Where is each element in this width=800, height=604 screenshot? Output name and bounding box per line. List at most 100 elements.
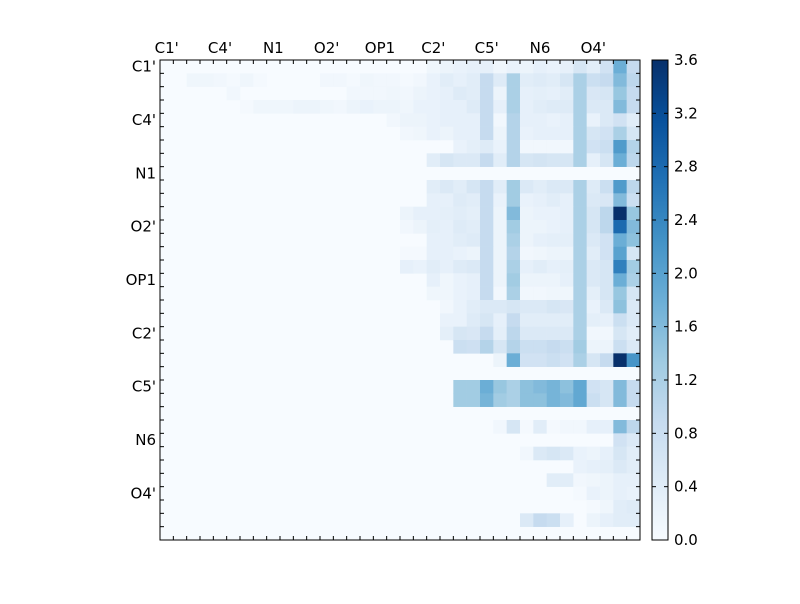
heatmap-cell [480,193,494,207]
heatmap-cell [586,100,601,114]
heatmap-cell [466,326,481,341]
heatmap-cell [533,273,547,287]
heatmap-cell [520,206,534,221]
heatmap-cell [440,313,454,327]
heatmap-cell [600,260,614,274]
heatmap-cell [320,100,334,114]
heatmap-cell [613,486,627,501]
heatmap-cell [360,73,374,87]
heatmap-cell [506,273,521,287]
heatmap-cell [413,113,427,127]
heatmap-cell [546,313,561,327]
heatmap-axis-ticks [160,60,640,540]
heatmap-cell [560,246,574,261]
heatmap-cell [626,486,641,501]
heatmap-cell [533,193,547,207]
heatmap-cell [480,380,494,394]
heatmap-cell [560,153,574,167]
heatmap-cell [453,60,467,74]
heatmap-cell [586,513,601,527]
heatmap-cell [426,100,441,114]
heatmap-cell [626,246,641,261]
heatmap-cell [626,353,641,367]
heatmap-cell [626,433,641,447]
heatmap-cell [506,353,521,367]
heatmap-cell [466,60,481,74]
heatmap-cell [613,273,627,287]
heatmap-cell [506,300,521,314]
heatmap-cell [453,86,467,101]
heatmap-cell [586,233,601,247]
heatmap-cell [586,206,601,221]
heatmap-cell [573,273,587,287]
heatmap-cell [440,86,454,101]
heatmap-cell [520,180,534,194]
heatmap-cell [493,246,507,261]
heatmap-cell [373,73,387,87]
heatmap-cell [560,73,574,87]
heatmap-cell [546,326,561,341]
heatmap-cell [466,246,481,261]
colorbar: 0.0 0.4 0.8 1.2 1.6 2.0 2.4 2.8 3.2 3.6 [651,51,698,549]
heatmap-cell [560,313,574,327]
heatmap-cell [440,206,454,221]
heatmap-cell [573,486,587,501]
heatmap-cell [426,60,441,74]
heatmap-cell [520,340,534,354]
heatmap-cell [426,206,441,221]
heatmap-cell [586,300,601,314]
heatmap-cell [360,100,374,114]
heatmap-cell [573,100,587,114]
heatmap-cell [373,100,387,114]
heatmap-cell [493,353,507,367]
heatmap-cell [626,193,641,207]
heatmap-cell [586,473,601,487]
heatmap-cell [480,140,494,154]
heatmap-cell [533,140,547,154]
heatmap-cell [520,353,534,367]
heatmap-cell [280,100,294,114]
heatmap-cell [600,446,614,461]
y-tick-label: O4' [131,484,156,502]
heatmap-cell [560,233,574,247]
heatmap-cell [226,86,241,101]
heatmap-cell [440,180,454,194]
heatmap-cell [520,286,534,301]
heatmap-cell [480,206,494,221]
heatmap-cell [573,220,587,234]
heatmap-cell [613,193,627,207]
heatmap-cell [426,86,441,101]
heatmap-cell [333,100,347,114]
heatmap-cell [546,300,561,314]
heatmap-cell [600,340,614,354]
heatmap-cell [506,180,521,194]
heatmap-cell [613,340,627,354]
heatmap-cell [493,193,507,207]
heatmap-cell [613,353,627,367]
heatmap-cell [573,86,587,101]
heatmap-cell [453,206,467,221]
heatmap-cell [440,233,454,247]
colorbar-tick-label: 2.8 [674,158,698,176]
heatmap-cell [480,60,494,74]
heatmap-cell [586,153,601,167]
heatmap-cell [573,420,587,434]
heatmap-cell [586,340,601,354]
heatmap-cell [493,300,507,314]
heatmap-cell [613,246,627,261]
heatmap-cell [453,113,467,127]
heatmap-cell [453,220,467,234]
heatmap-cell [600,473,614,487]
heatmap-cell [626,233,641,247]
heatmap-cell [533,86,547,101]
heatmap-cell [546,393,561,407]
heatmap-cell [480,113,494,127]
colorbar-tick-label: 3.6 [674,51,698,69]
heatmap-cell [533,206,547,221]
heatmap-cell [506,60,521,74]
heatmap-cell [506,220,521,234]
heatmap-cell [586,420,601,434]
colorbar-tick-label: 3.2 [674,104,698,122]
heatmap-cell [613,233,627,247]
heatmap-cell [533,300,547,314]
